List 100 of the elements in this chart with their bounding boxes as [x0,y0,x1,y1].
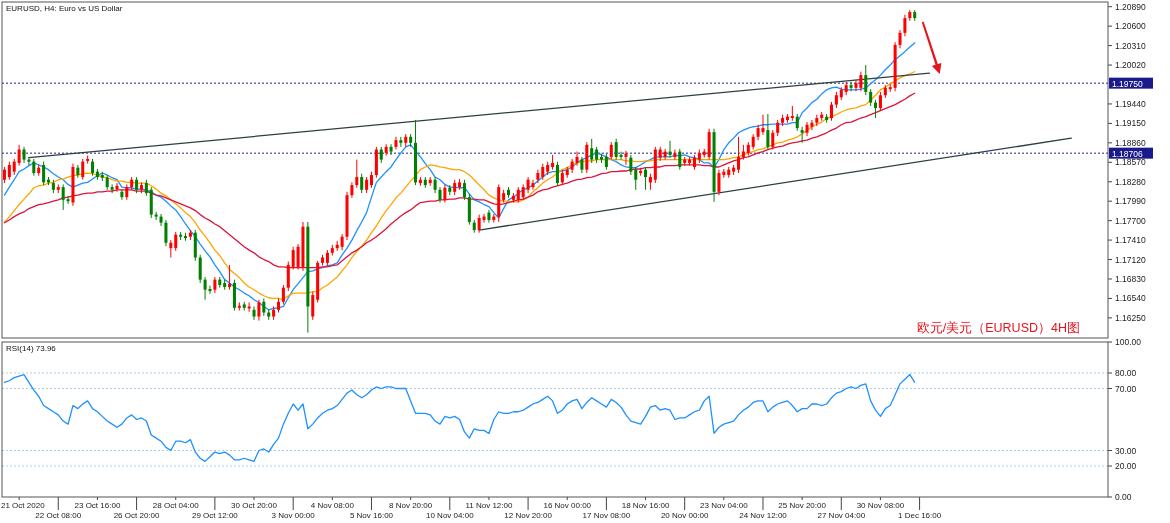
candlestick [81,158,85,181]
x-tick-label: 26 Oct 20:00 [113,511,161,520]
candlestick [61,183,65,211]
candlestick [878,91,882,112]
candlestick [624,150,628,166]
x-tick-label: 25 Nov 20:00 [778,501,827,510]
candlestick [286,261,290,292]
y-tick-label: 1.17120 [1115,254,1146,265]
candlestick [17,144,21,167]
candlestick [800,126,804,144]
candlestick [668,140,672,159]
y-tick-label: 1.18570 [1115,157,1146,168]
candlestick [487,209,491,224]
x-tick-label: 16 Nov 00:00 [543,501,592,510]
candlestick [629,154,633,176]
x-tick-label: 23 Oct 16:00 [74,501,121,510]
y-tick-label: 1.20310 [1115,40,1146,51]
y-tick-label: 1.20020 [1115,60,1146,71]
y-tick-label: 1.16540 [1115,293,1146,304]
x-tick-label: 17 Nov 08:00 [582,511,631,520]
x-tick-label: 23 Nov 04:00 [700,501,749,510]
candlestick [120,188,124,201]
candlestick [663,148,667,161]
chart-title: EURUSD, H4: Euro vs US Dollar [6,4,123,13]
candlestick [76,164,80,179]
x-tick-label: 10 Nov 04:00 [425,511,475,520]
chart-title: RSI(14) 73.96 [6,344,57,353]
x-tick-label: 27 Nov 04:00 [817,511,866,520]
candlestick [874,99,878,119]
candlestick [389,143,393,156]
candlestick [898,29,902,49]
candlestick [536,169,540,184]
candlestick [644,166,648,191]
x-tick-label: 3 Nov 00:00 [271,511,316,520]
annotation: 欧元/美元（EURUSD）4H图 [916,320,1080,335]
y-tick-label: 1.17700 [1115,215,1146,226]
y-tick-label: 20.00 [1115,461,1137,471]
y-tick-label: 1.18280 [1115,176,1146,187]
candlestick [360,173,364,194]
line-series [3,373,916,462]
candlestick [482,213,486,224]
candlestick [252,305,256,321]
y-tick-label: 80.00 [1115,368,1137,378]
y-tick-label: 70.00 [1115,383,1137,394]
candlestick [717,169,721,196]
y-tick-label: 1.19440 [1115,98,1146,109]
x-tick-label: 1 Dec 16:00 [898,511,942,520]
y-tick-label: 1.20600 [1115,21,1146,32]
candlestick [66,195,70,205]
candlestick [737,136,741,174]
y-tick-label: 100.00 [1115,337,1142,347]
candlestick [849,81,853,92]
y-tick-label: 30.00 [1115,445,1137,456]
candlestick [159,213,163,227]
candlestick [859,71,863,92]
y-tick-label: 1.16250 [1115,312,1146,323]
candlestick [228,264,232,291]
candlestick [110,183,114,194]
ref-line-label: 1.19750 [1112,78,1143,89]
candlestick [555,161,559,187]
candlestick [477,214,481,234]
candlestick [462,179,466,201]
x-tick-label: 28 Oct 04:00 [152,501,200,510]
y-tick-label: 1.20890 [1115,1,1146,12]
candlestick [257,299,261,322]
x-tick-label: 30 Oct 20:00 [231,501,278,510]
candlestick [311,291,315,321]
x-tick-label: 30 Nov 08:00 [856,501,905,510]
candlestick [575,151,579,167]
x-tick-label: 12 Nov 20:00 [504,511,553,520]
x-tick-label: 29 Oct 12:00 [191,511,239,520]
x-tick-label: 18 Nov 16:00 [621,501,670,510]
candlestick [42,161,46,186]
candlestick [174,231,178,252]
x-tick-label: 21 Oct 2020 [1,501,46,510]
candlestick [761,114,765,136]
x-tick-label: 22 Oct 08:00 [35,511,82,520]
candlestick [115,182,119,193]
candlestick [854,79,858,92]
y-tick-label: 0.00 [1115,492,1132,502]
y-tick-label: 1.16830 [1115,273,1146,284]
candlestick [810,119,814,131]
x-tick-label: 11 Nov 12:00 [465,501,513,510]
candlestick [590,138,594,164]
candlestick [766,113,770,151]
candlestick [903,14,907,37]
candlestick [634,166,638,191]
ref-line-label: 1.18706 [1112,148,1143,159]
x-tick-label: 20 Nov 00:00 [660,511,710,520]
y-tick-label: 1.17990 [1115,196,1146,207]
candlestick [531,179,535,191]
candlestick [619,151,623,161]
y-tick-label: 1.17410 [1115,235,1146,246]
x-tick-label: 24 Nov 12:00 [739,511,788,520]
candlestick [198,254,202,284]
candlestick [394,136,398,151]
candlestick [164,219,168,247]
candlestick [614,138,618,161]
candlestick [864,64,868,96]
candlestick [27,156,31,166]
